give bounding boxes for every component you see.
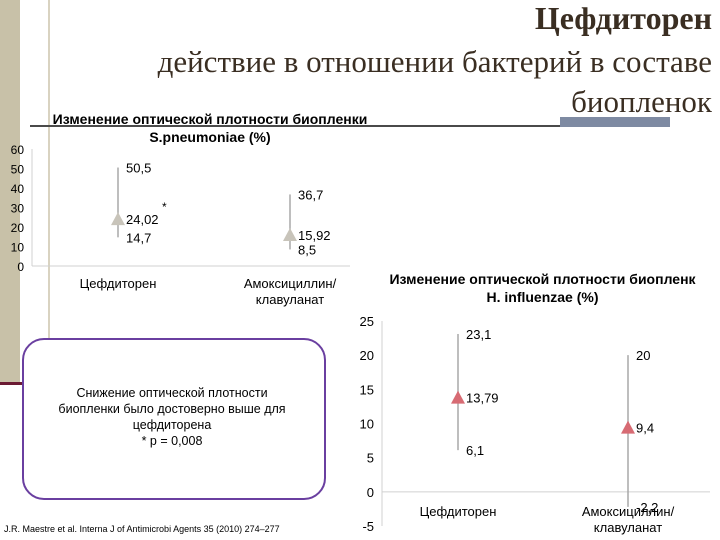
slide-title: Цефдиторен: [534, 0, 712, 36]
chart2-y-tick-label: 20: [360, 348, 374, 363]
title-underline: [30, 125, 590, 127]
chart2-title-line2: H. influenzae (%): [486, 289, 599, 305]
callout-text: Снижение оптической плотности биопленки …: [32, 385, 312, 449]
chart1-x-category-label: Амоксициллин/: [244, 276, 337, 291]
chart1-center-label-2: 15,92: [298, 228, 331, 243]
chart1-low-label-1: 14,7: [126, 230, 151, 245]
chart2-x-category-label: клавуланат: [594, 520, 662, 535]
chart2-center-marker-2: [621, 420, 635, 434]
chart2-center-label-1: 13,79: [466, 391, 499, 406]
divider-vertical: [48, 0, 50, 390]
callout-line-1: Снижение оптической плотности: [76, 386, 268, 400]
chart1-high-label-2: 36,7: [298, 187, 323, 202]
callout-line-2: биопленки было достоверно выше для: [58, 402, 286, 416]
slide-subtitle-line1: действие в отношении бактерий в составе: [157, 44, 712, 79]
chart2-y-tick-label: -5: [362, 519, 374, 534]
chart1-x-category-label: Цефдиторен: [80, 276, 157, 291]
sidebar-decoration: [0, 0, 20, 385]
chart2-high-label-1: 23,1: [466, 327, 491, 342]
chart1-center-label-1: 24,02: [126, 212, 159, 227]
chart1-high-label-1: 50,5: [126, 161, 151, 176]
slide-subtitle-line2: биопленок: [571, 84, 712, 119]
chart2-y-tick-label: 5: [367, 451, 374, 466]
title-underline-accent: [560, 117, 670, 127]
chart2-y-tick-label: 10: [360, 417, 374, 432]
chart2-x-category-label: Амоксициллин/: [582, 504, 675, 519]
chart2-center-label-2: 9,4: [636, 421, 654, 436]
chart2-title-line1: Изменение оптической плотности биопленк: [389, 271, 696, 287]
chart2-low-label-2: -2,2: [636, 500, 658, 515]
chart1-center-marker-1: [111, 212, 125, 226]
chart2-title: Изменение оптической плотности биопленк …: [365, 270, 720, 306]
chart2-y-tick-label: 0: [367, 485, 374, 500]
chart1-title-line1: Изменение оптической плотности биопленки: [52, 111, 368, 127]
chart2-x-category-label: Цефдиторен: [420, 504, 497, 519]
chart2-high-label-2: 20: [636, 348, 650, 363]
chart2-low-label-1: 6,1: [466, 443, 484, 458]
reference-citation: J.R. Maestre et al. Interna J of Antimic…: [4, 524, 280, 534]
chart1-x-category-label: клавуланат: [256, 292, 324, 307]
chart1-center-marker-2: [283, 227, 297, 241]
chart2-y-tick-label: 25: [360, 314, 374, 329]
chart1-significance-mark: *: [162, 200, 167, 214]
chart2-center-marker-1: [451, 390, 465, 404]
callout-line-4: * p = 0,008: [141, 434, 203, 448]
chart1-title: Изменение оптической плотности биопленки…: [20, 110, 400, 146]
chart1-low-label-2: 8,5: [298, 242, 316, 257]
callout-line-3: цефдиторена: [132, 418, 212, 432]
chart2-y-tick-label: 15: [360, 382, 374, 397]
chart1-title-line2: S.pneumoniae (%): [149, 129, 271, 145]
callout-box: [22, 338, 326, 500]
